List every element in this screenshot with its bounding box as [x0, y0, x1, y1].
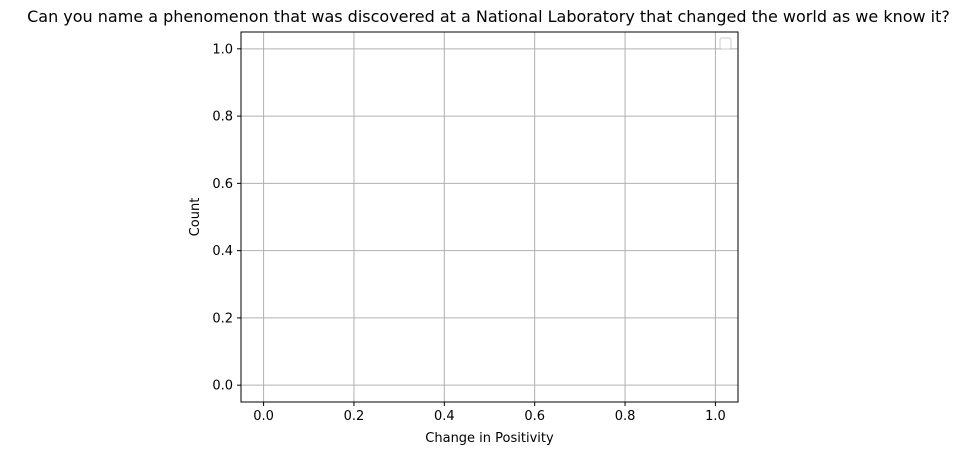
y-axis-label: Count [188, 198, 203, 237]
tick-layer: 0.0 0.2 0.4 0.6 0.8 1.0 0.0 0.2 0.4 0.6 0.8 1.0 [212, 42, 725, 424]
y-tick-label: 0.2 [212, 311, 233, 326]
grid-layer [241, 32, 738, 402]
y-tick-label: 1.0 [212, 42, 233, 57]
x-tick-label: 0.2 [344, 409, 365, 424]
y-tick-label: 0.6 [212, 177, 233, 192]
x-tick-label: 0.8 [615, 409, 636, 424]
legend-box [719, 37, 732, 50]
y-tick-label: 0.0 [212, 379, 233, 394]
x-tick-label: 0.0 [253, 409, 274, 424]
chart-title: Can you name a phenomenon that was disco… [27, 7, 950, 26]
plot-frame [240, 31, 739, 403]
x-tick-label: 0.6 [524, 409, 545, 424]
y-tick-label: 0.4 [212, 244, 233, 259]
x-tick-label: 0.4 [434, 409, 455, 424]
x-tick-label: 1.0 [705, 409, 726, 424]
y-tick-label: 0.8 [212, 110, 233, 125]
x-axis-label: Change in Positivity [425, 431, 554, 446]
